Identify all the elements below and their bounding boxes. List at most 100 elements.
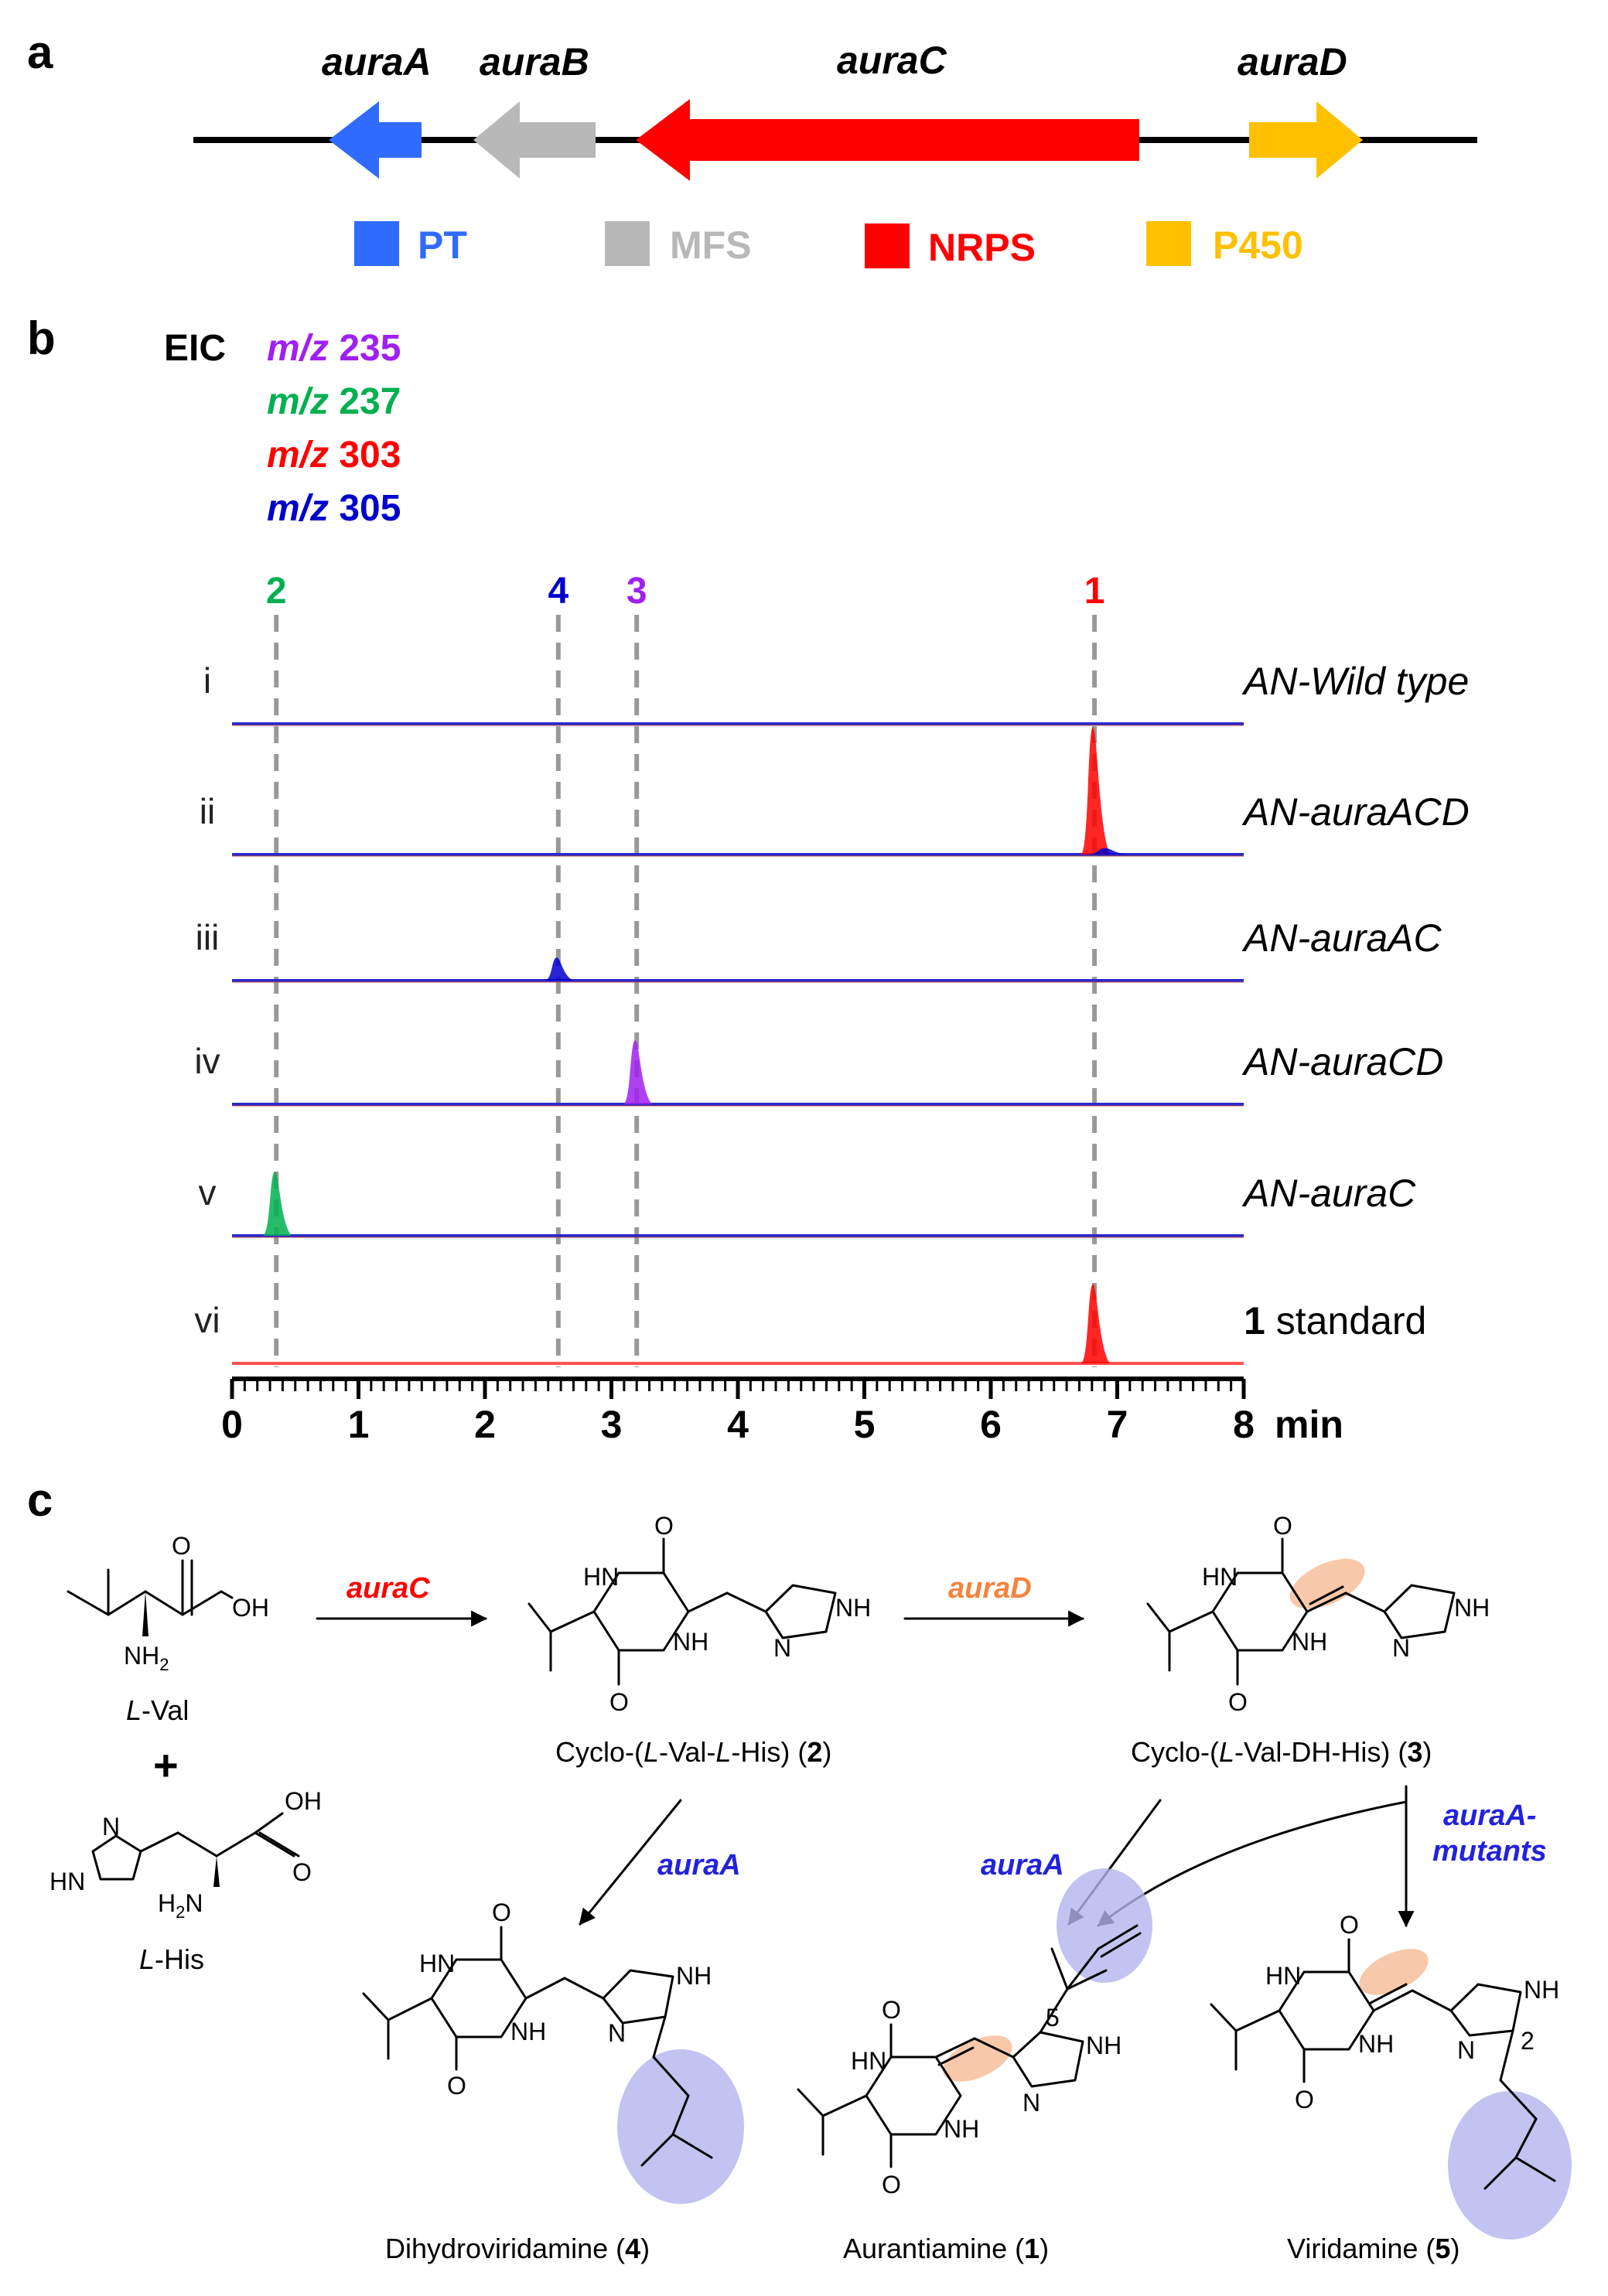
atom-label: NH — [510, 2018, 546, 2045]
x-tick-label-5: 5 — [854, 1403, 876, 1446]
structure-compound-4: O O HN NH NH N Dihydroviridamine (4) — [362, 1899, 744, 2264]
atom-label: NH — [835, 1594, 871, 1622]
gene-label-auraC: auraC — [837, 39, 947, 82]
atom-label: NH — [1292, 1628, 1327, 1656]
peak-vi-0 — [1081, 1284, 1110, 1363]
compound-name-4: Dihydroviridamine (4) — [385, 2233, 650, 2264]
peak-iii-0 — [544, 957, 574, 981]
compound-name-3: Cyclo-(L-Val-DH-His) (3) — [1131, 1736, 1432, 1768]
trace-index-v: v — [199, 1172, 217, 1213]
highlight-dehydro — [1359, 1949, 1429, 1995]
atom-label: NH — [1086, 2032, 1122, 2059]
legend-label-pt: PT — [418, 223, 467, 267]
atom-label: N — [773, 1634, 791, 1662]
atom-label: O — [447, 2072, 466, 2100]
atom-label: O — [492, 1899, 511, 1926]
legend-label-mfs: MFS — [670, 223, 752, 267]
trace-strain-label-ii: AN-auraACD — [1241, 790, 1470, 834]
eic-mz-303: m/z 303 — [267, 435, 401, 476]
biosynthetic-scheme: O OH NH2 L-Val + N HN OH O H2N L-His aur… — [50, 1512, 1572, 2264]
atom-label: O — [1295, 2086, 1314, 2113]
gene-arrow-auraA — [329, 101, 422, 179]
enzyme-label-aurad: auraD — [948, 1572, 1032, 1605]
structure-compound-3: O O HN NH NH N Cyclo-(L-Val-DH-His) (3) — [1131, 1512, 1490, 1768]
peak-iv-0 — [623, 1040, 652, 1104]
enzyme-label-auraa-2: auraA — [981, 1849, 1064, 1881]
panel-c-label: c — [27, 1474, 53, 1526]
trace-index-iv: iv — [194, 1041, 220, 1081]
atom-label: H2N — [158, 1889, 203, 1922]
x-tick-label-3: 3 — [601, 1403, 623, 1446]
highlight-dehydro — [1289, 1558, 1365, 1609]
atom-label: HN — [583, 1563, 619, 1591]
peak-ii-1 — [1087, 848, 1130, 855]
legend-swatch-nrps — [865, 223, 910, 268]
enzyme-label-mutants-1: auraA- — [1443, 1800, 1536, 1832]
trace-strain-label-iii: AN-auraAC — [1241, 916, 1442, 960]
peak-ii-0 — [1081, 727, 1110, 855]
gene-legend: PT MFS NRPS P450 — [354, 221, 1303, 269]
atom-label: OH — [285, 1787, 322, 1815]
atom-label: NH — [1358, 2030, 1394, 2058]
eic-mz-305: m/z 305 — [267, 488, 401, 529]
atom-label: HN — [851, 2047, 886, 2075]
peak-label-1: 1 — [1084, 571, 1105, 612]
atom-label: NH — [676, 1962, 712, 1990]
legend-swatch-pt — [354, 221, 399, 266]
x-tick-label-1: 1 — [348, 1403, 370, 1446]
position-label: 5 — [1046, 2004, 1060, 2032]
gene-label-auraB: auraB — [480, 40, 589, 84]
atom-label: NH — [673, 1628, 708, 1656]
compound-name-l-val: L-Val — [126, 1694, 189, 1726]
highlight-prenyl — [617, 2049, 744, 2204]
atom-label: NH2 — [124, 1642, 169, 1674]
atom-label: N — [1457, 2036, 1475, 2064]
compound-name-l-his: L-His — [139, 1943, 204, 1975]
structure-compound-1: O O HN NH NH N 5 Aurantiamine (1) — [797, 1868, 1152, 2264]
atom-label: HN — [1265, 1962, 1301, 1990]
atom-label: NH — [944, 2115, 979, 2143]
compound-name-5: Viridamine (5) — [1287, 2233, 1459, 2264]
legend-swatch-mfs — [605, 221, 650, 266]
gene-arrow-auraB — [473, 101, 596, 179]
legend-label-p450: P450 — [1213, 223, 1303, 267]
peak-label-3: 3 — [626, 571, 647, 612]
highlight-reverse-prenyl — [1057, 1868, 1152, 1983]
eic-mz-237: m/z 237 — [267, 381, 401, 422]
atom-label: HN — [419, 1950, 455, 1977]
atom-label: N — [608, 2019, 626, 2047]
x-tick-label-7: 7 — [1107, 1403, 1128, 1446]
reaction-arrow-auraa-1 — [579, 1799, 682, 1926]
atom-label: N — [1022, 2089, 1040, 2117]
atom-label: O — [882, 2171, 901, 2199]
legend-label-nrps: NRPS — [928, 226, 1036, 269]
atom-label: O — [654, 1512, 674, 1540]
gene-arrow-auraC — [636, 99, 1139, 181]
trace-index-iii: iii — [196, 917, 220, 957]
panel-b-label: b — [27, 312, 56, 364]
atom-label: OH — [232, 1594, 269, 1622]
x-axis-unit: min — [1275, 1403, 1343, 1446]
plus-sign: + — [153, 1741, 179, 1789]
atom-label: O — [609, 1688, 629, 1716]
eic-legend: EIC m/z 235 m/z 237 m/z 303 m/z 305 — [164, 328, 401, 529]
peak-v-0 — [262, 1172, 292, 1236]
trace-index-vi: vi — [194, 1300, 220, 1340]
atom-label: HN — [1202, 1563, 1238, 1591]
trace-index-i: i — [203, 660, 211, 701]
peak-label-2: 2 — [266, 571, 287, 612]
compound-name-2: Cyclo-(L-Val-L-His) (2) — [555, 1736, 831, 1768]
trace-strain-label-i: AN-Wild type — [1241, 660, 1469, 703]
gene-arrow-auraD — [1249, 101, 1363, 179]
peak-label-4: 4 — [548, 571, 568, 612]
atom-label: O — [292, 1858, 312, 1886]
atom-label: O — [172, 1532, 191, 1560]
structure-l-his: N HN OH O H2N L-His — [50, 1787, 322, 1975]
atom-label: HN — [50, 1868, 85, 1895]
atom-label: O — [1228, 1688, 1248, 1716]
atom-label: N — [1392, 1634, 1410, 1662]
x-tick-label-0: 0 — [221, 1403, 243, 1446]
enzyme-label-auraa-1: auraA — [657, 1849, 741, 1881]
trace-strain-label-v: AN-auraC — [1241, 1172, 1416, 1215]
